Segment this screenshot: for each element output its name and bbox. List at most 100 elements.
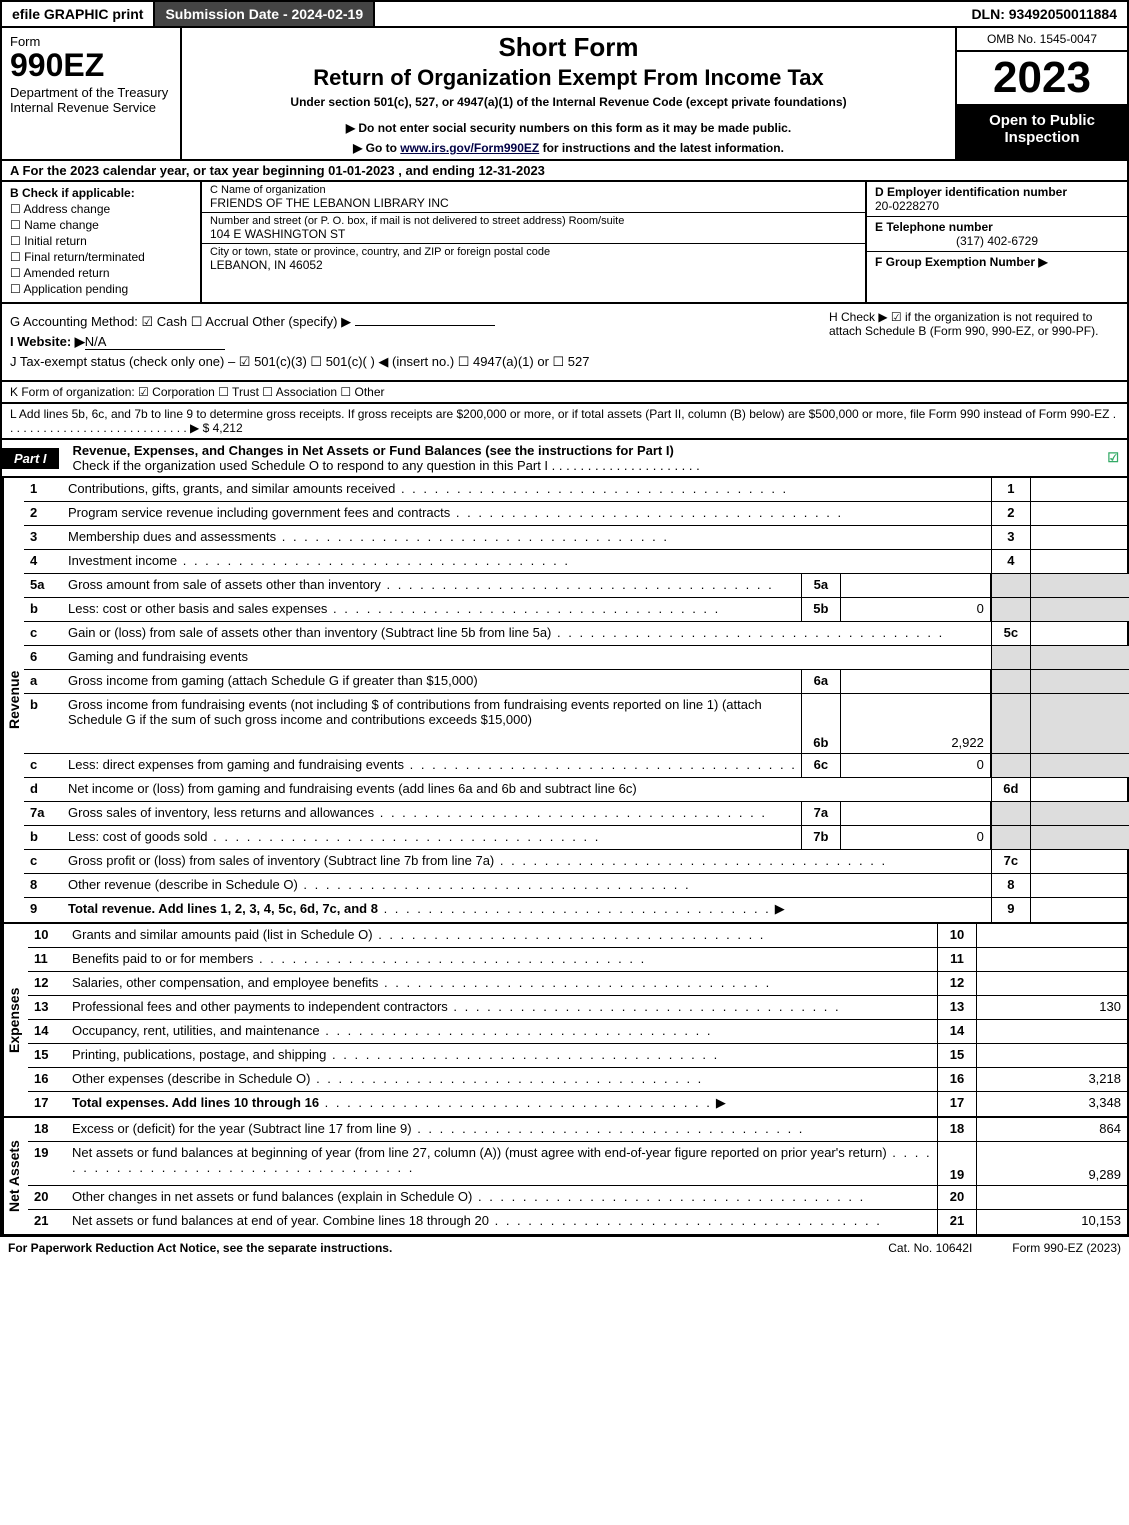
short-form-title: Short Form [192,32,945,63]
line-14-rnum: 14 [937,1020,977,1043]
line-10: 10 Grants and similar amounts paid (list… [28,924,1127,948]
line-7c-rnum: 7c [991,850,1031,873]
return-title: Return of Organization Exempt From Incom… [192,65,945,91]
chk-initial-return[interactable]: Initial return [10,234,192,248]
line-6a-midbox: 6a [801,670,841,693]
net-assets-tab: Net Assets [2,1118,28,1234]
line-6a-num: a [24,670,64,693]
line-21-num: 21 [28,1210,68,1234]
line-6b: b Gross income from fundraising events (… [24,694,1129,754]
line-21-desc: Net assets or fund balances at end of ye… [68,1210,937,1234]
line-3: 3 Membership dues and assessments 3 [24,526,1129,550]
line-15-rnum: 15 [937,1044,977,1067]
header-right: OMB No. 1545-0047 2023 Open to Public In… [957,28,1127,159]
arrow-icon [712,1095,730,1110]
line-1-rval: 1,212 [1031,478,1129,501]
line-5a-midval [841,574,991,597]
line-7b-desc: Less: cost of goods sold [64,826,801,849]
line-5a-rnum [991,574,1031,597]
line-6a-rval [1031,670,1129,693]
line-14-rval [977,1020,1127,1043]
chk-name-change[interactable]: Name change [10,218,192,232]
line-7a-rnum [991,802,1031,825]
line-13-num: 13 [28,996,68,1019]
line-6b-rnum [991,694,1031,753]
line-6b-desc: Gross income from fundraising events (no… [64,694,801,753]
line-10-desc: Grants and similar amounts paid (list in… [68,924,937,947]
line-3-rnum: 3 [991,526,1031,549]
line-5b-desc: Less: cost or other basis and sales expe… [64,598,801,621]
line-16-num: 16 [28,1068,68,1091]
line-7b-midval: 0 [841,826,991,849]
department-label: Department of the Treasury Internal Reve… [10,85,172,115]
form-header: Form 990EZ Department of the Treasury In… [0,28,1129,161]
line-17-num: 17 [28,1092,68,1116]
line-19-rnum: 19 [937,1142,977,1185]
line-4-rval [1031,550,1129,573]
chk-application-pending[interactable]: Application pending [10,282,192,296]
line-9-rnum: 9 [991,898,1031,922]
line-17: 17 Total expenses. Add lines 10 through … [28,1092,1127,1116]
line-20-num: 20 [28,1186,68,1209]
line-6b-num: b [24,694,64,753]
line-2-num: 2 [24,502,64,525]
line-6c-desc: Less: direct expenses from gaming and fu… [64,754,801,777]
line-5a: 5a Gross amount from sale of assets othe… [24,574,1129,598]
line-21-rnum: 21 [937,1210,977,1234]
org-street-label: Number and street (or P. O. box, if mail… [210,215,857,227]
line-4-desc: Investment income [64,550,991,573]
line-15-desc: Printing, publications, postage, and shi… [68,1044,937,1067]
line-6a: a Gross income from gaming (attach Sched… [24,670,1129,694]
org-city-box: City or town, state or province, country… [202,244,865,274]
line-5a-num: 5a [24,574,64,597]
line-5b-midbox: 5b [801,598,841,621]
line-19-rval: 9,289 [977,1142,1127,1185]
line-6d-num: d [24,778,64,801]
line-14-desc: Occupancy, rent, utilities, and maintena… [68,1020,937,1043]
ghi-left: G Accounting Method: ☑ Cash ☐ Accrual Ot… [10,310,819,374]
line-19-desc: Net assets or fund balances at beginning… [68,1142,937,1185]
block-bcdef: B Check if applicable: Address change Na… [0,182,1129,304]
line-11-num: 11 [28,948,68,971]
line-9-rval: 4,212 [1031,898,1129,922]
line-13-desc: Professional fees and other payments to … [68,996,937,1019]
row-g-accounting: G Accounting Method: ☑ Cash ☐ Accrual Ot… [10,314,819,330]
part-i-checkbox[interactable]: ☑ [1107,450,1119,466]
line-2-desc: Program service revenue including govern… [64,502,991,525]
line-7c-desc: Gross profit or (loss) from sales of inv… [64,850,991,873]
line-5c: c Gain or (loss) from sale of assets oth… [24,622,1129,646]
irs-link[interactable]: www.irs.gov/Form990EZ [400,141,539,155]
line-6c-rnum [991,754,1031,777]
chk-amended-return[interactable]: Amended return [10,266,192,280]
form-number: 990EZ [10,49,172,81]
line-6b-rval [1031,694,1129,753]
line-18: 18 Excess or (deficit) for the year (Sub… [28,1118,1127,1142]
chk-address-change[interactable]: Address change [10,202,192,216]
chk-final-return[interactable]: Final return/terminated [10,250,192,264]
line-9: 9 Total revenue. Add lines 1, 2, 3, 4, 5… [24,898,1129,922]
org-city-value: LEBANON, IN 46052 [210,258,857,272]
top-bar: efile GRAPHIC print Submission Date - 20… [0,0,1129,28]
form-ref: Form 990-EZ (2023) [1012,1241,1121,1255]
cat-number: Cat. No. 10642I [888,1241,972,1255]
line-7a: 7a Gross sales of inventory, less return… [24,802,1129,826]
line-7a-num: 7a [24,802,64,825]
line-20: 20 Other changes in net assets or fund b… [28,1186,1127,1210]
line-3-num: 3 [24,526,64,549]
line-5b-num: b [24,598,64,621]
line-5a-midbox: 5a [801,574,841,597]
line-18-rnum: 18 [937,1118,977,1141]
line-5a-rval [1031,574,1129,597]
line-6a-rnum [991,670,1031,693]
line-3-rval [1031,526,1129,549]
open-to-public: Open to Public Inspection [957,106,1127,159]
line-7c: c Gross profit or (loss) from sales of i… [24,850,1129,874]
goto-pre: ▶ Go to [353,141,400,155]
line-7a-rval [1031,802,1129,825]
line-5c-rval [1031,622,1129,645]
expenses-tab: Expenses [2,924,28,1116]
line-6c-num: c [24,754,64,777]
part-i-sub: Check if the organization used Schedule … [73,458,700,473]
line-15-rval [977,1044,1127,1067]
line-5a-desc: Gross amount from sale of assets other t… [64,574,801,597]
